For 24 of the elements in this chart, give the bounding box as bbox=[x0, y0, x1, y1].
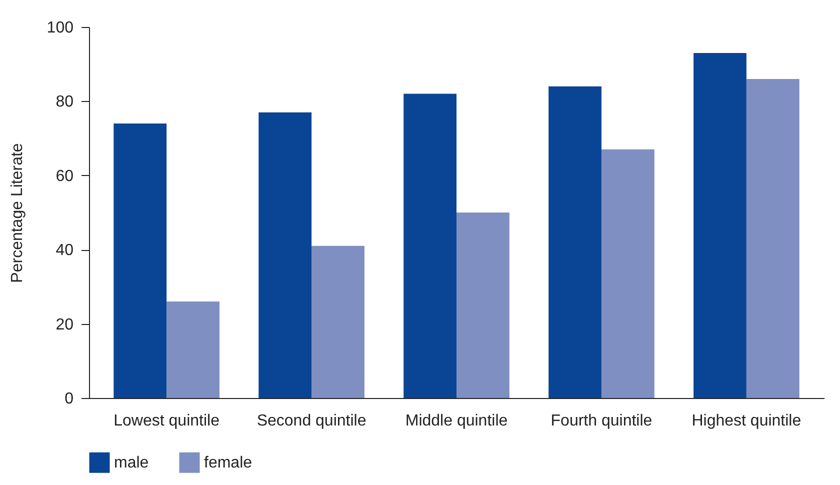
bar bbox=[694, 52, 746, 398]
y-axis-title: Percentage Literate bbox=[8, 143, 26, 283]
x-tick-label: Fourth quintile bbox=[550, 412, 652, 430]
bar bbox=[166, 302, 220, 398]
y-tick-label: 60 bbox=[56, 168, 74, 185]
legend-label: female bbox=[204, 454, 252, 472]
x-tick-label: Second quintile bbox=[256, 412, 366, 430]
bar bbox=[312, 246, 364, 398]
bar bbox=[114, 123, 167, 398]
y-tick-label: 40 bbox=[56, 242, 74, 260]
bar bbox=[456, 212, 510, 398]
y-tick-label: 0 bbox=[64, 390, 74, 408]
y-tick-label: 20 bbox=[56, 316, 74, 334]
bar bbox=[746, 78, 800, 398]
x-tick-label: Lowest quintile bbox=[114, 412, 220, 430]
bar bbox=[404, 94, 456, 398]
bar bbox=[601, 149, 654, 398]
bar bbox=[258, 112, 312, 398]
x-tick-label: Middle quintile bbox=[405, 412, 508, 430]
y-tick-label: 100 bbox=[46, 20, 74, 36]
x-tick-label: Highest quintile bbox=[692, 412, 802, 430]
legend-label: male bbox=[114, 454, 149, 472]
y-tick-label: 80 bbox=[56, 94, 74, 111]
bar bbox=[548, 86, 602, 398]
